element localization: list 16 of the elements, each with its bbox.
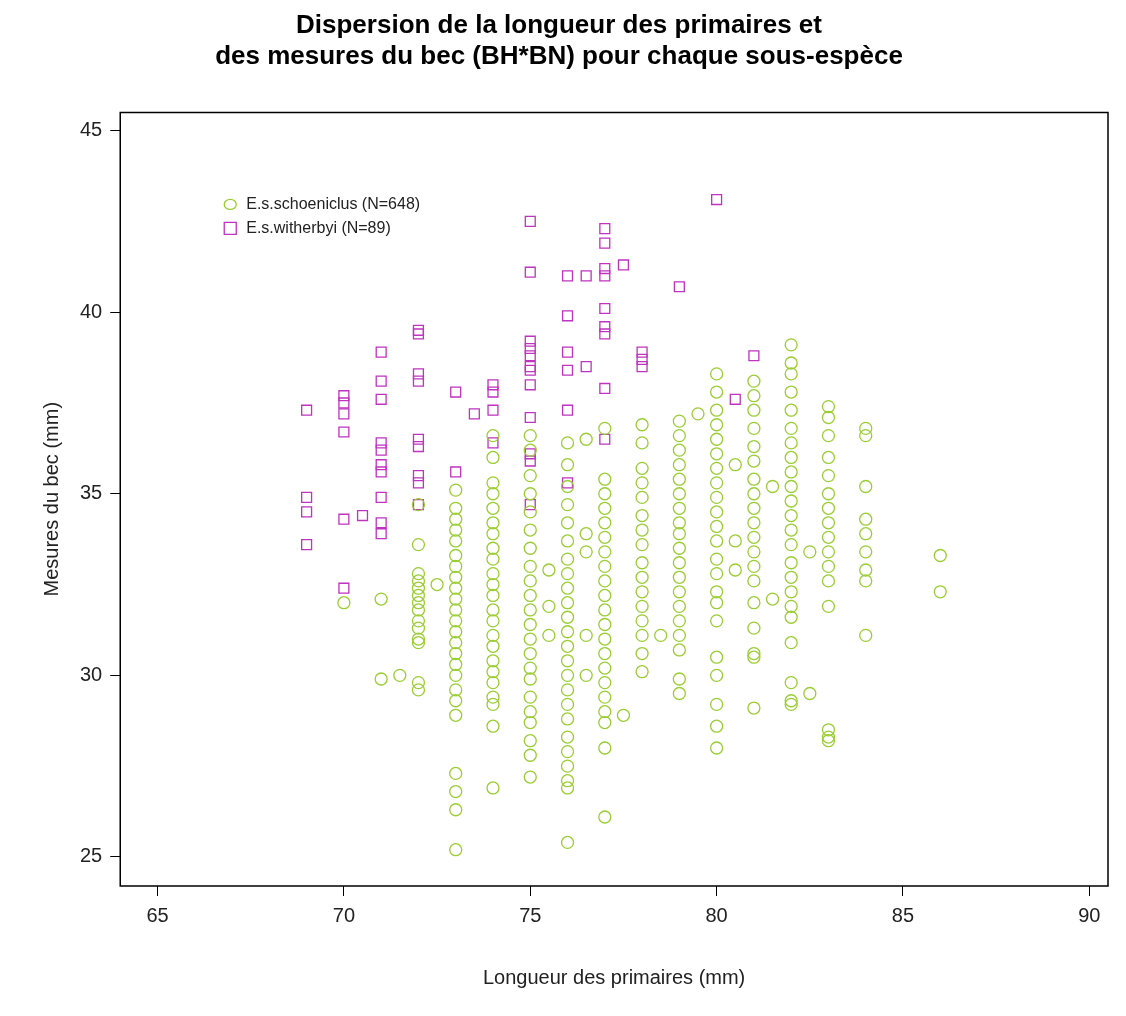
x-tick-label: 70 xyxy=(332,903,356,926)
x-tick-label: 75 xyxy=(519,903,542,926)
x-tick-label: 65 xyxy=(146,903,169,926)
x-tick-label: 85 xyxy=(891,903,915,926)
y-tick-label: 25 xyxy=(80,844,103,867)
y-axis-title: Mesures du bec (mm) xyxy=(39,401,62,597)
y-tick-label: 35 xyxy=(80,481,103,504)
x-axis-title: Longueur des primaires (mm) xyxy=(482,965,746,988)
y-tick-label: 45 xyxy=(80,118,103,141)
y-tick-label: 40 xyxy=(80,299,103,322)
chart-title: Dispersion de la longueur des primaires et des mesures du bec (BH*BN) pour chaque sous-espèce xyxy=(215,8,903,70)
legend-label: E.s.schoeniclus (N=648) xyxy=(246,194,421,212)
x-tick-label: 90 xyxy=(1078,903,1101,926)
x-tick-label: 80 xyxy=(705,903,728,926)
y-tick-label: 30 xyxy=(80,662,103,685)
legend-label: E.s.witherbyi (N=89) xyxy=(246,218,391,236)
